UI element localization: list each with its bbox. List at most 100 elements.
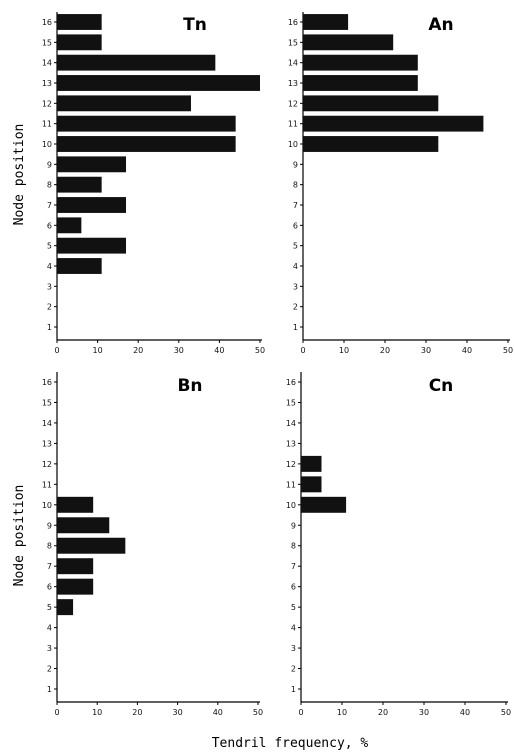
x-tick-label: 50 [255, 346, 265, 355]
bar-node-12 [57, 95, 191, 112]
y-tick-label: 13 [42, 79, 52, 88]
x-tick-label: 40 [460, 708, 470, 717]
y-tick-label: 1 [293, 323, 298, 332]
y-tick-label: 14 [42, 419, 52, 428]
bar-node-4 [57, 258, 102, 274]
x-tick-label: 0 [298, 708, 303, 717]
y-tick-label: 9 [293, 160, 298, 169]
y-tick-label: 7 [291, 562, 296, 571]
y-tick-label: 15 [42, 38, 52, 47]
bar-node-13 [57, 75, 260, 91]
bar-node-9 [57, 156, 127, 173]
bar-node-5 [57, 599, 74, 616]
y-tick-label: 3 [47, 644, 52, 653]
x-tick-label: 0 [54, 346, 59, 355]
y-tick-label: 7 [293, 201, 298, 210]
y-tick-label: 13 [288, 79, 298, 88]
y-tick-label: 15 [288, 38, 298, 47]
y-tick-label: 11 [42, 480, 52, 489]
y-tick-label: 16 [42, 378, 52, 387]
y-tick-label: 1 [291, 685, 296, 694]
bar-node-15 [57, 34, 102, 51]
x-tick-label: 50 [503, 346, 513, 355]
x-tick-label: 20 [133, 346, 143, 355]
y-tick-label: 16 [286, 378, 296, 387]
bar-node-11 [57, 115, 236, 132]
y-tick-label: 3 [47, 282, 52, 291]
y-tick-label: 10 [42, 501, 52, 510]
y-tick-label: 6 [47, 583, 52, 592]
y-tick-label: 3 [291, 644, 296, 653]
y-tick-label: 9 [47, 521, 52, 530]
y-tick-label: 11 [286, 480, 296, 489]
bar-node-10 [57, 496, 94, 513]
panel-title: Tn [183, 15, 207, 35]
bar-node-6 [57, 217, 82, 234]
x-tick-label: 40 [462, 346, 472, 355]
y-tick-label: 8 [291, 542, 296, 551]
y-tick-label: 7 [47, 562, 52, 571]
y-tick-label: 8 [293, 181, 298, 190]
y-tick-label: 16 [42, 18, 52, 27]
bar-node-9 [57, 517, 110, 534]
y-tick-label: 13 [286, 439, 296, 448]
x-tick-label: 0 [54, 708, 59, 717]
bar-node-6 [57, 578, 94, 595]
panel-title: Bn [177, 376, 202, 396]
bar-node-12 [303, 95, 439, 112]
x-tick-label: 50 [501, 708, 511, 717]
y-tick-label: 10 [42, 140, 52, 149]
x-tick-label: 40 [213, 708, 223, 717]
y-tick-label: 4 [293, 262, 298, 271]
y-tick-label: 11 [42, 120, 52, 129]
x-tick-label: 10 [339, 346, 349, 355]
x-tick-label: 20 [378, 708, 388, 717]
bar-node-16 [57, 14, 102, 30]
x-tick-label: 10 [337, 708, 347, 717]
panel-title: Cn [429, 376, 454, 396]
bar-node-5 [57, 237, 127, 254]
x-tick-label: 0 [300, 346, 305, 355]
y-tick-label: 12 [42, 460, 52, 469]
y-tick-label: 1 [47, 685, 52, 694]
y-tick-label: 5 [47, 242, 52, 251]
bar-node-7 [57, 558, 94, 575]
y-tick-label: 5 [47, 603, 52, 612]
y-tick-label: 11 [288, 120, 298, 129]
x-tick-label: 50 [253, 708, 263, 717]
y-tick-label: 5 [291, 603, 296, 612]
y-axis-label: Node position [12, 124, 27, 226]
y-tick-label: 14 [42, 59, 52, 68]
y-tick-label: 4 [47, 624, 52, 633]
bar-node-14 [303, 54, 418, 71]
y-tick-label: 12 [42, 99, 52, 108]
bar-node-13 [303, 75, 418, 91]
y-tick-label: 15 [42, 398, 52, 407]
y-tick-label: 12 [288, 99, 298, 108]
y-tick-label: 10 [288, 140, 298, 149]
shared-x-axis-label: Tendril frequency, % [212, 736, 369, 751]
y-tick-label: 9 [291, 521, 296, 530]
y-tick-label: 2 [47, 303, 52, 312]
x-tick-label: 10 [92, 708, 102, 717]
y-tick-label: 1 [47, 323, 52, 332]
bar-node-15 [303, 34, 394, 51]
x-tick-label: 30 [419, 708, 429, 717]
y-tick-label: 4 [47, 262, 52, 271]
bar-node-12 [301, 455, 322, 472]
x-tick-label: 30 [174, 346, 184, 355]
x-tick-label: 30 [421, 346, 431, 355]
y-tick-label: 2 [293, 303, 298, 312]
y-tick-label: 7 [47, 201, 52, 210]
y-tick-label: 12 [286, 460, 296, 469]
y-tick-label: 15 [286, 398, 296, 407]
y-tick-label: 6 [291, 583, 296, 592]
y-tick-label: 14 [286, 419, 296, 428]
x-tick-label: 20 [132, 708, 142, 717]
y-tick-label: 4 [291, 624, 296, 633]
